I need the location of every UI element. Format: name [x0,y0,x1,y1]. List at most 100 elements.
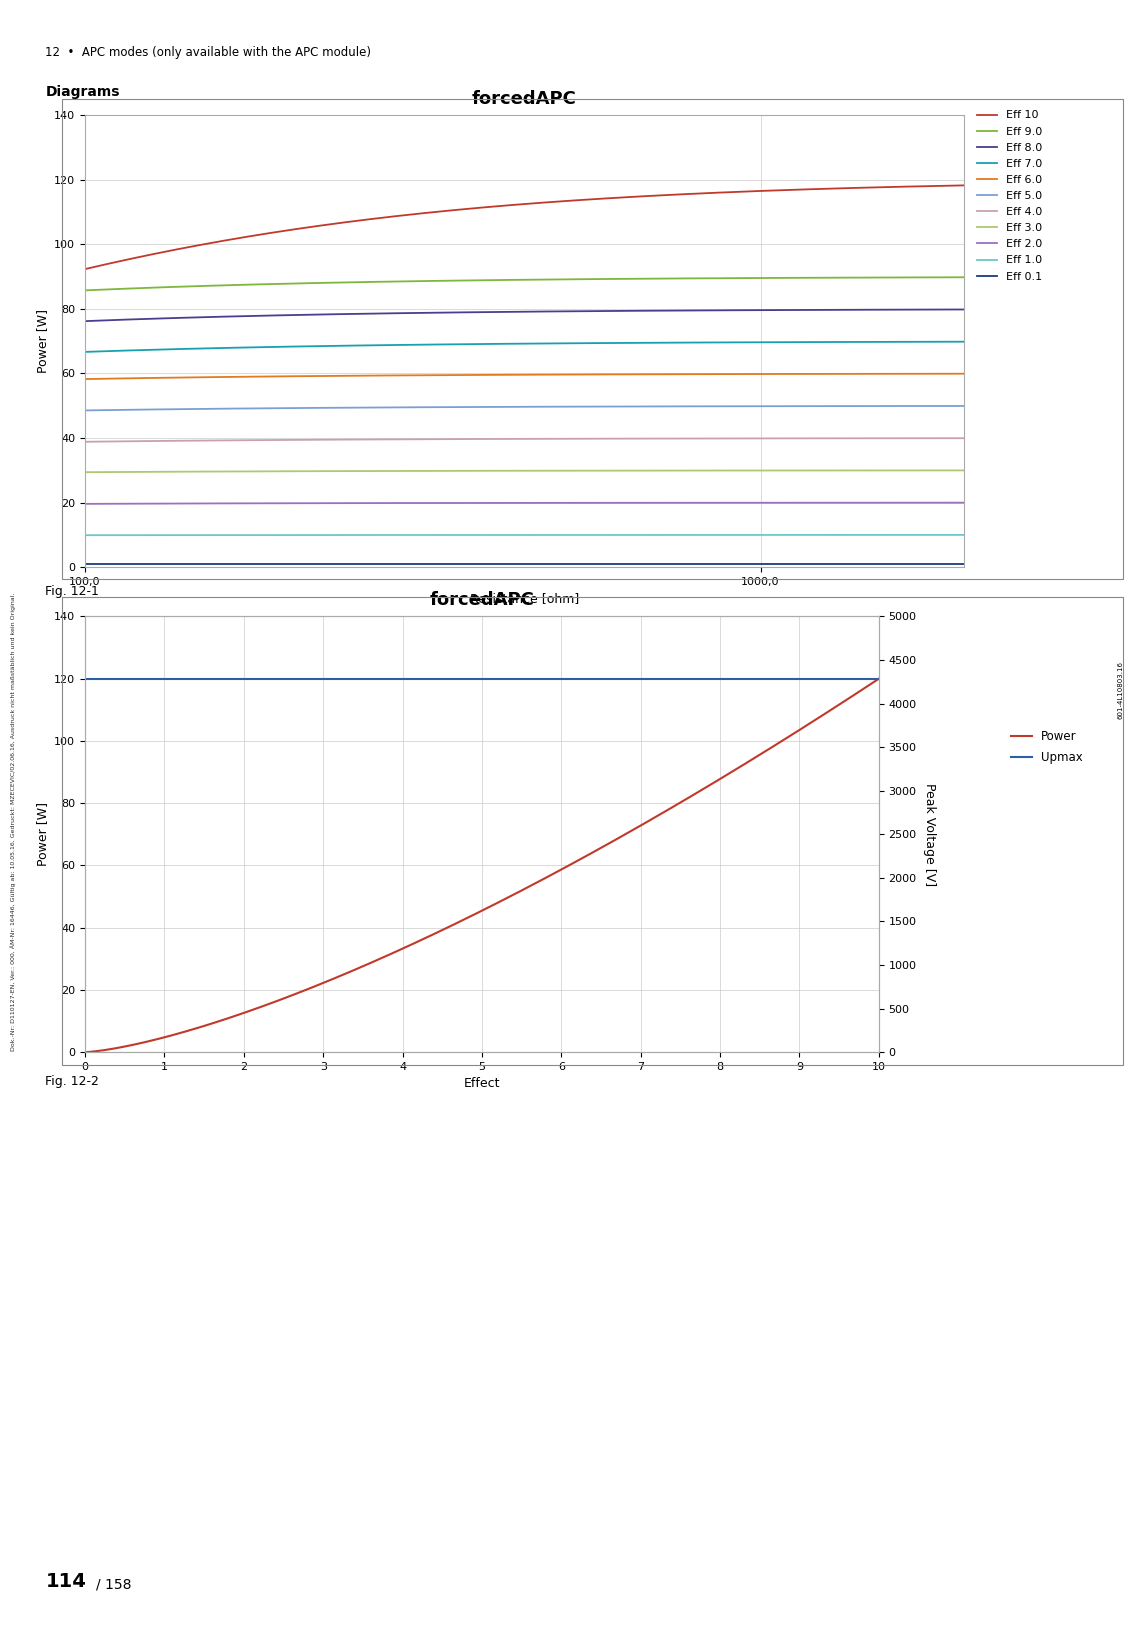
Eff 0.1 [465,554,479,574]
Eff 0.1 [682,554,695,574]
Eff 5.0 [957,396,971,416]
Power [872,669,886,689]
Eff 5.0 [78,401,92,421]
Eff 3.0 [763,460,777,480]
Eff 4.0 [78,432,92,452]
Text: Fig. 12-2: Fig. 12-2 [45,1075,100,1088]
Title: forcedAPC: forcedAPC [472,90,577,109]
Upmax [158,669,171,689]
Eff 10 [763,181,777,201]
Eff 3.0 [779,460,793,480]
Eff 6.0 [957,363,971,383]
Eff 7.0 [763,332,777,352]
X-axis label: Effect: Effect [464,1077,500,1090]
Line: Eff 5.0: Eff 5.0 [85,406,964,411]
Eff 10 [682,184,695,204]
Eff 8.0 [78,311,92,330]
Eff 10 [957,176,971,196]
Eff 4.0 [779,429,793,449]
Eff 9.0 [465,271,479,291]
Eff 9.0 [763,268,777,288]
Eff 10 [168,240,181,260]
Text: Diagrams: Diagrams [45,85,120,100]
Eff 7.0 [465,334,479,353]
Title: forcedAPC: forcedAPC [430,592,534,610]
Eff 10 [779,181,793,201]
Eff 10 [78,260,92,279]
Eff 5.0 [168,399,181,419]
Eff 8.0 [957,299,971,319]
Eff 4.0 [168,431,181,450]
X-axis label: Resistance [ohm]: Resistance [ohm] [469,592,579,605]
Y-axis label: Peak Voltage [V]: Peak Voltage [V] [923,783,937,886]
Power [508,884,522,904]
Eff 1.0 [168,526,181,546]
Eff 6.0 [763,363,777,383]
Eff 6.0 [168,368,181,388]
Eff 1.0 [433,524,447,544]
Power [78,1042,92,1062]
Line: Eff 9.0: Eff 9.0 [85,278,964,291]
Eff 6.0 [433,365,447,385]
Eff 2.0 [465,493,479,513]
Eff 8.0 [433,302,447,322]
Eff 2.0 [168,493,181,513]
Eff 5.0 [763,396,777,416]
Eff 3.0 [465,460,479,480]
Eff 9.0 [433,271,447,291]
Power [551,861,565,881]
Line: Eff 4.0: Eff 4.0 [85,439,964,442]
Eff 6.0 [465,365,479,385]
Eff 2.0 [433,493,447,513]
Eff 7.0 [682,332,695,352]
Line: Eff 3.0: Eff 3.0 [85,470,964,472]
Eff 9.0 [957,268,971,288]
Text: 114: 114 [45,1572,86,1591]
Eff 1.0 [763,524,777,544]
Eff 2.0 [682,493,695,513]
Text: Dok.-Nr: D110127-EN, Ver.: 000, ÄM-Nr: 16446, Gültig ab: 10.05.16, Gedruckt: MZE: Dok.-Nr: D110127-EN, Ver.: 000, ÄM-Nr: 1… [10,593,17,1051]
Eff 7.0 [957,332,971,352]
Eff 10 [465,199,479,219]
Text: Fig. 12-1: Fig. 12-1 [45,585,100,598]
Power [729,760,743,779]
Eff 3.0 [78,462,92,482]
Legend: Power, Upmax: Power, Upmax [1006,725,1088,769]
Eff 5.0 [779,396,793,416]
Eff 1.0 [465,524,479,544]
Eff 3.0 [957,460,971,480]
Text: / 158: / 158 [96,1577,132,1591]
Power [460,907,474,927]
Eff 7.0 [168,339,181,358]
Power [853,681,866,700]
Eff 4.0 [433,429,447,449]
Eff 0.1 [957,554,971,574]
Eff 5.0 [433,398,447,418]
Legend: Eff 10, Eff 9.0, Eff 8.0, Eff 7.0, Eff 6.0, Eff 5.0, Eff 4.0, Eff 3.0, Eff 2.0, : Eff 10, Eff 9.0, Eff 8.0, Eff 7.0, Eff 6… [973,105,1047,286]
Upmax [78,669,92,689]
Eff 8.0 [465,302,479,322]
Eff 9.0 [779,268,793,288]
Y-axis label: Power [W]: Power [W] [35,802,49,866]
Eff 0.1 [763,554,777,574]
Eff 4.0 [763,429,777,449]
Eff 6.0 [78,370,92,390]
Power [455,911,468,931]
Eff 2.0 [78,493,92,513]
Eff 4.0 [465,429,479,449]
Eff 5.0 [682,396,695,416]
Eff 7.0 [78,342,92,362]
Eff 1.0 [78,526,92,546]
Eff 4.0 [682,429,695,449]
Eff 0.1 [433,554,447,574]
Eff 2.0 [957,493,971,513]
Line: Eff 6.0: Eff 6.0 [85,373,964,380]
Line: Power: Power [85,679,879,1052]
Eff 7.0 [433,335,447,355]
Line: Eff 10: Eff 10 [85,186,964,270]
Eff 8.0 [168,307,181,327]
Eff 3.0 [682,460,695,480]
Eff 8.0 [682,301,695,321]
Eff 9.0 [78,281,92,301]
Eff 3.0 [168,462,181,482]
